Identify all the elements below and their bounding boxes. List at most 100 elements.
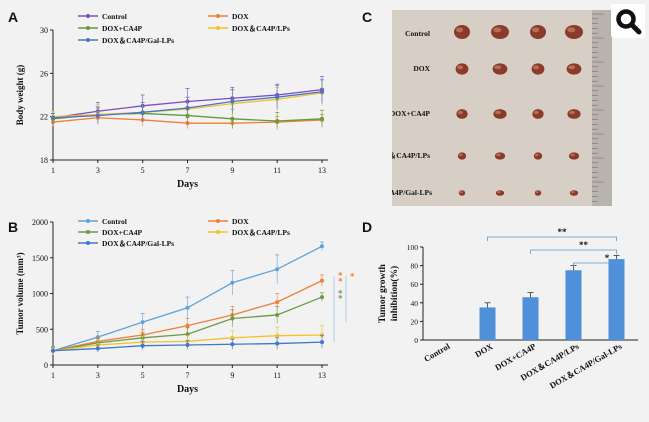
y-tick-label: 30 <box>40 26 48 35</box>
zoom-button[interactable] <box>611 4 645 38</box>
significance-bracket <box>530 249 617 254</box>
tumor-highlight <box>457 110 463 115</box>
tumor-highlight <box>496 191 501 194</box>
data-point <box>275 300 280 305</box>
x-axis-label: Days <box>177 384 198 395</box>
y-axis-label: Tumor volume (mm³) <box>15 252 25 334</box>
tumor-row: DOX <box>413 63 582 75</box>
tumor-highlight <box>458 153 463 157</box>
legend-item: DOX+CA4P <box>78 228 143 237</box>
tumor-row: Control <box>405 25 583 39</box>
x-tick-label: 7 <box>186 371 190 380</box>
x-tick-label: 9 <box>230 166 234 175</box>
data-point <box>51 348 55 353</box>
data-point <box>185 332 190 337</box>
y-tick-label: 100 <box>407 243 419 252</box>
legend-label: Control <box>102 12 127 21</box>
tumor <box>458 190 466 196</box>
tumor <box>456 109 468 119</box>
legend-marker <box>216 14 220 18</box>
legend-label: DOX+CA4P <box>102 24 143 33</box>
legend-item: DOX <box>208 217 249 226</box>
tumor <box>492 63 508 75</box>
x-tick-label: 3 <box>96 371 100 380</box>
x-axis-label: Days <box>177 179 198 190</box>
bar <box>479 307 496 340</box>
tumor <box>565 25 583 39</box>
magnifier-icon <box>616 9 642 35</box>
data-point <box>275 333 280 338</box>
tumor <box>569 190 579 196</box>
tumor-highlight <box>568 65 576 70</box>
tumor-row: DOX+CA4P <box>392 109 581 119</box>
data-point <box>95 346 100 351</box>
y-axis-label: Body weight (g) <box>15 65 25 126</box>
tumor-highlight <box>494 65 502 70</box>
tumor-row: DOX＆CA4P/LPs <box>392 151 580 160</box>
bar <box>565 270 582 340</box>
y-tick-label: 22 <box>40 113 48 122</box>
legend-marker <box>86 230 90 234</box>
bar-chart-d: 0 20 40 60 80 100 Tumor growth inhibition(%) Con… <box>378 227 638 391</box>
data-point <box>230 335 235 340</box>
panel-letter-d: D <box>362 219 372 235</box>
data-point <box>320 278 324 283</box>
tumor-highlight <box>457 65 463 70</box>
data-point <box>140 343 145 348</box>
ruler <box>592 10 612 206</box>
category-label: DOX＆CA4P/Gal-LPs <box>548 341 624 391</box>
x-tick-label: 1 <box>51 371 55 380</box>
legend-marker <box>86 14 90 18</box>
row-label: DOX＆CA4P/LPs <box>392 151 430 160</box>
data-point <box>230 99 235 104</box>
significance-star: * <box>350 271 355 281</box>
data-point <box>95 113 100 118</box>
y-tick-label: 1500 <box>32 254 48 263</box>
legend-marker <box>86 38 90 42</box>
tumor-highlight <box>534 153 539 157</box>
y-tick-label: 1000 <box>32 290 48 299</box>
tumor <box>457 152 467 160</box>
y-tick-label: 26 <box>40 69 48 78</box>
data-point <box>320 295 324 300</box>
tumor <box>494 152 506 160</box>
data-point <box>275 312 280 317</box>
category-label: Control <box>422 341 452 364</box>
significance-bracket <box>487 236 617 241</box>
tumor-highlight <box>459 191 463 194</box>
x-tick-label: 13 <box>318 166 326 175</box>
row-label: DOX <box>413 64 430 73</box>
legend-item: DOX＆CA4P/Gal-LPs <box>78 36 174 45</box>
legend-label: DOX＆CA4P/Gal-LPs <box>102 36 174 45</box>
legend: Control DOX DOX+CA4P DOX＆CA4P/LPs DOX＆CA4P/G… <box>78 12 290 45</box>
y-tick-label: 80 <box>411 262 419 271</box>
x-tick-label: 9 <box>230 371 234 380</box>
x-tick-label: 13 <box>318 371 326 380</box>
legend-marker <box>216 230 220 234</box>
y-axis-label: Tumor growth inhibition(%) <box>378 263 400 322</box>
x-tick-label: 5 <box>141 166 145 175</box>
legend-label: DOX＆CA4P/LPs <box>232 228 290 237</box>
legend-label: Control <box>102 217 127 226</box>
tumor-highlight <box>533 65 539 70</box>
legend-item: Control <box>78 12 127 21</box>
legend-label: DOX <box>232 12 249 21</box>
bar <box>522 297 539 340</box>
x-tick-label: 7 <box>186 166 190 175</box>
y-tick-label: 20 <box>411 317 419 326</box>
tumor-highlight <box>567 27 576 33</box>
panel-letter-a: A <box>8 9 18 25</box>
category-label: DOX <box>473 341 495 360</box>
significance-label: ** <box>558 227 568 237</box>
significance-star: * <box>338 289 343 299</box>
data-point <box>230 342 235 347</box>
significance-star: * <box>338 271 343 281</box>
legend-label: DOX＆CA4P/Gal-LPs <box>102 239 174 248</box>
tumor-highlight <box>496 153 501 157</box>
data-point <box>230 116 235 121</box>
legend-item: Control <box>78 217 127 226</box>
tumor-highlight <box>456 27 464 33</box>
significance-brackets-b: ***** <box>333 271 355 343</box>
legend: Control DOX DOX+CA4P DOX＆CA4P/LPs DOX＆CA4P/G… <box>78 217 290 248</box>
series-4 <box>51 335 324 354</box>
